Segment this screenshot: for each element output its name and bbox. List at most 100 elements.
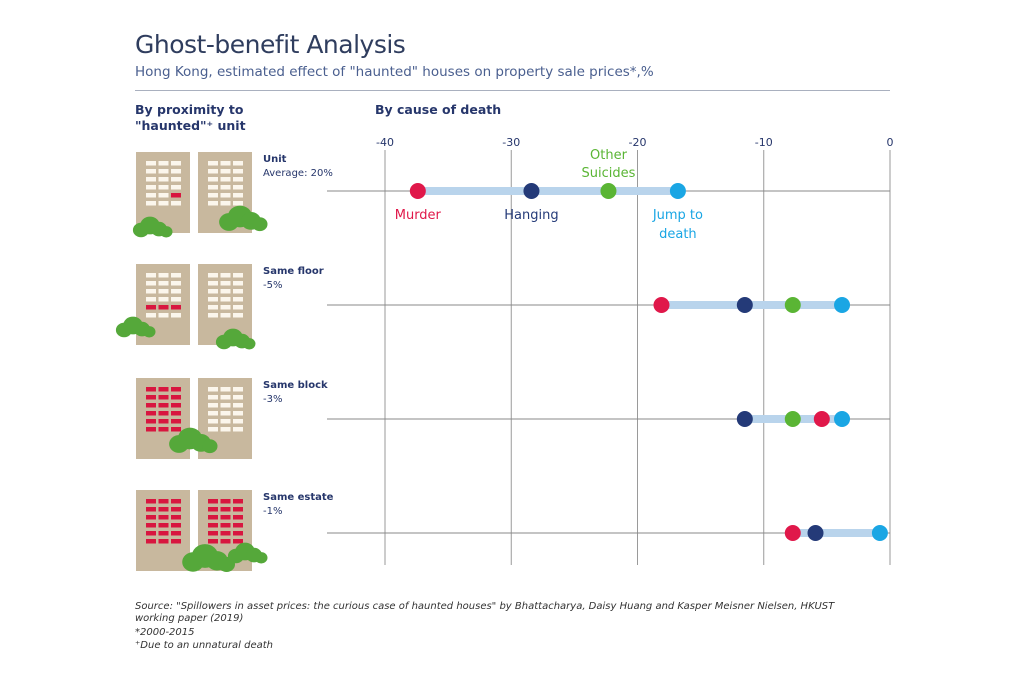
- building-window: [208, 193, 218, 198]
- x-tick-label: -40: [376, 136, 394, 149]
- series-label-other-suicides: Suicides: [582, 166, 636, 181]
- building-window: [233, 395, 243, 400]
- dot-hanging: [736, 297, 753, 313]
- building-window: [158, 419, 169, 424]
- tree-foliage: [202, 439, 218, 454]
- proximity-label: Same floor: [263, 266, 324, 277]
- building-window: [146, 193, 156, 198]
- building-window: [171, 169, 181, 174]
- building-window: [208, 313, 218, 318]
- building-icon: [136, 378, 190, 459]
- building-window: [220, 273, 231, 278]
- proximity-section-heading: By proximity to "haunted"⁺ unit: [135, 102, 246, 133]
- building-window: [158, 403, 169, 408]
- building-window: [146, 507, 156, 512]
- x-tick-label: -20: [629, 136, 647, 149]
- dot-hanging: [807, 525, 824, 541]
- building-window: [171, 185, 181, 190]
- building-window: [208, 395, 218, 400]
- building-window: [208, 161, 218, 166]
- building-window: [171, 507, 181, 512]
- building-window: [146, 523, 156, 528]
- building-window: [208, 411, 218, 416]
- building-window: [233, 185, 243, 190]
- x-tick-label: -30: [502, 136, 520, 149]
- tree-icon: [115, 316, 156, 338]
- building-window: [220, 499, 231, 504]
- building-window: [146, 427, 156, 432]
- building-window: [208, 539, 218, 544]
- building-window: [171, 289, 181, 294]
- building-window: [233, 289, 243, 294]
- building-window: [220, 281, 231, 286]
- building-window: [220, 201, 231, 206]
- building-window: [171, 177, 181, 182]
- building-window: [146, 185, 156, 190]
- building-window: [158, 313, 169, 318]
- building-window: [233, 523, 243, 528]
- tree-foliage: [254, 552, 268, 564]
- building-window: [158, 531, 169, 536]
- building-window: [158, 411, 169, 416]
- dot-murder: [813, 411, 830, 427]
- building-window: [146, 161, 156, 166]
- building-window: [233, 387, 243, 392]
- building-window: [171, 387, 181, 392]
- building-window: [208, 289, 218, 294]
- tree-foliage: [252, 217, 268, 232]
- title-divider: [135, 90, 890, 91]
- series-label-murder: Murder: [395, 208, 442, 223]
- footnote-unnatural: ⁺Due to an unnatural death: [135, 640, 273, 651]
- building-window: [146, 515, 156, 520]
- building-window: [220, 387, 231, 392]
- building-window: [233, 161, 243, 166]
- building-window: [208, 387, 218, 392]
- proximity-label: Unit: [263, 154, 287, 165]
- building-window: [208, 531, 218, 536]
- dot-jump-to-death: [871, 525, 888, 541]
- series-label-other-suicides: Other: [590, 148, 628, 163]
- building-window: [171, 313, 181, 318]
- building-window: [233, 193, 243, 198]
- tree-foliage: [242, 338, 256, 350]
- building-window: [220, 185, 231, 190]
- building-window: [146, 201, 156, 206]
- building-icon: [136, 490, 190, 571]
- building-window: [158, 523, 169, 528]
- building-window: [208, 169, 218, 174]
- building-window: [171, 193, 181, 198]
- chart-title: Ghost-benefit Analysis: [135, 30, 406, 59]
- tree-icon: [227, 542, 268, 564]
- building-window: [220, 297, 231, 302]
- building-window: [171, 427, 181, 432]
- proximity-effect: -1%: [263, 506, 282, 517]
- proximity-effect: Average: 20%: [263, 168, 333, 179]
- tree-foliage: [159, 226, 173, 238]
- building-window: [233, 515, 243, 520]
- building-window: [208, 507, 218, 512]
- tree-icon: [132, 216, 173, 238]
- building-window: [220, 531, 231, 536]
- building-window: [171, 523, 181, 528]
- tree-icon: [215, 328, 256, 350]
- building-window: [158, 515, 169, 520]
- building-window: [146, 169, 156, 174]
- building-window: [220, 161, 231, 166]
- building-window: [158, 395, 169, 400]
- building-window: [146, 313, 156, 318]
- series-label-jump-to-death: Jump to: [652, 208, 703, 223]
- series-label-jump-to-death: death: [659, 227, 697, 242]
- building-window: [220, 427, 231, 432]
- building-window: [171, 515, 181, 520]
- building-window: [171, 531, 181, 536]
- building-window: [158, 185, 169, 190]
- building-window: [233, 313, 243, 318]
- dot-murder: [653, 297, 670, 313]
- dot-murder: [784, 525, 801, 541]
- tree-icon: [182, 544, 236, 572]
- dot-jump-to-death: [834, 411, 851, 427]
- building-window: [171, 201, 181, 206]
- building-window: [171, 539, 181, 544]
- building-window: [220, 289, 231, 294]
